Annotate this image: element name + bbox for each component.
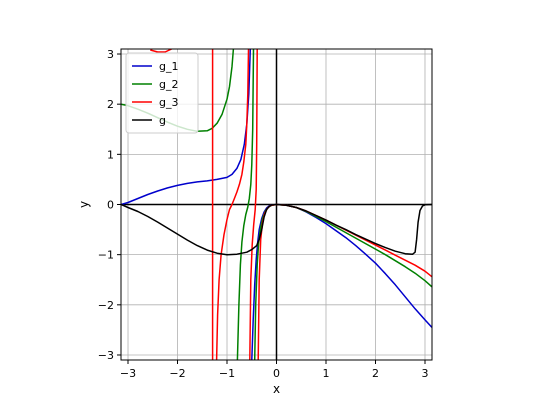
legend-label: g_3 (159, 96, 178, 109)
x-tick-label: −3 (120, 367, 136, 380)
x-tick-label: 3 (421, 367, 428, 380)
legend: g_1 g_2 g_3g (125, 52, 199, 134)
ticks: −3 −2 −1 0 1 2 3 −3 −2 −1 0 1 2 3 (98, 48, 429, 380)
y-tick-label: 1 (107, 148, 114, 161)
x-tick-label: 0 (273, 367, 280, 380)
x-tick-label: −1 (219, 367, 235, 380)
y-tick-label: 2 (107, 98, 114, 111)
series-line-g_1 (121, 49, 252, 206)
legend-label: g (159, 114, 166, 127)
series-line-g_2 (236, 49, 255, 360)
series-line-g_3 (215, 49, 250, 360)
x-tick-label: 2 (372, 367, 379, 380)
y-tick-label: 0 (107, 199, 114, 212)
x-tick-label: −2 (169, 367, 185, 380)
y-tick-label: −3 (98, 349, 114, 362)
series-line-g (121, 203, 432, 256)
y-tick-label: −1 (98, 249, 114, 262)
x-axis-label: x (273, 382, 280, 396)
x-tick-label: 1 (322, 367, 329, 380)
series-line-g_3 (150, 49, 172, 53)
y-tick-label: 3 (107, 48, 114, 61)
legend-label: g_1 (159, 60, 178, 73)
series-line-g_3 (257, 203, 432, 360)
y-axis-label: y (77, 201, 91, 208)
legend-box (125, 52, 199, 134)
legend-label: g_2 (159, 78, 178, 91)
series-line-g_3 (249, 49, 258, 360)
y-tick-label: −2 (98, 299, 114, 312)
